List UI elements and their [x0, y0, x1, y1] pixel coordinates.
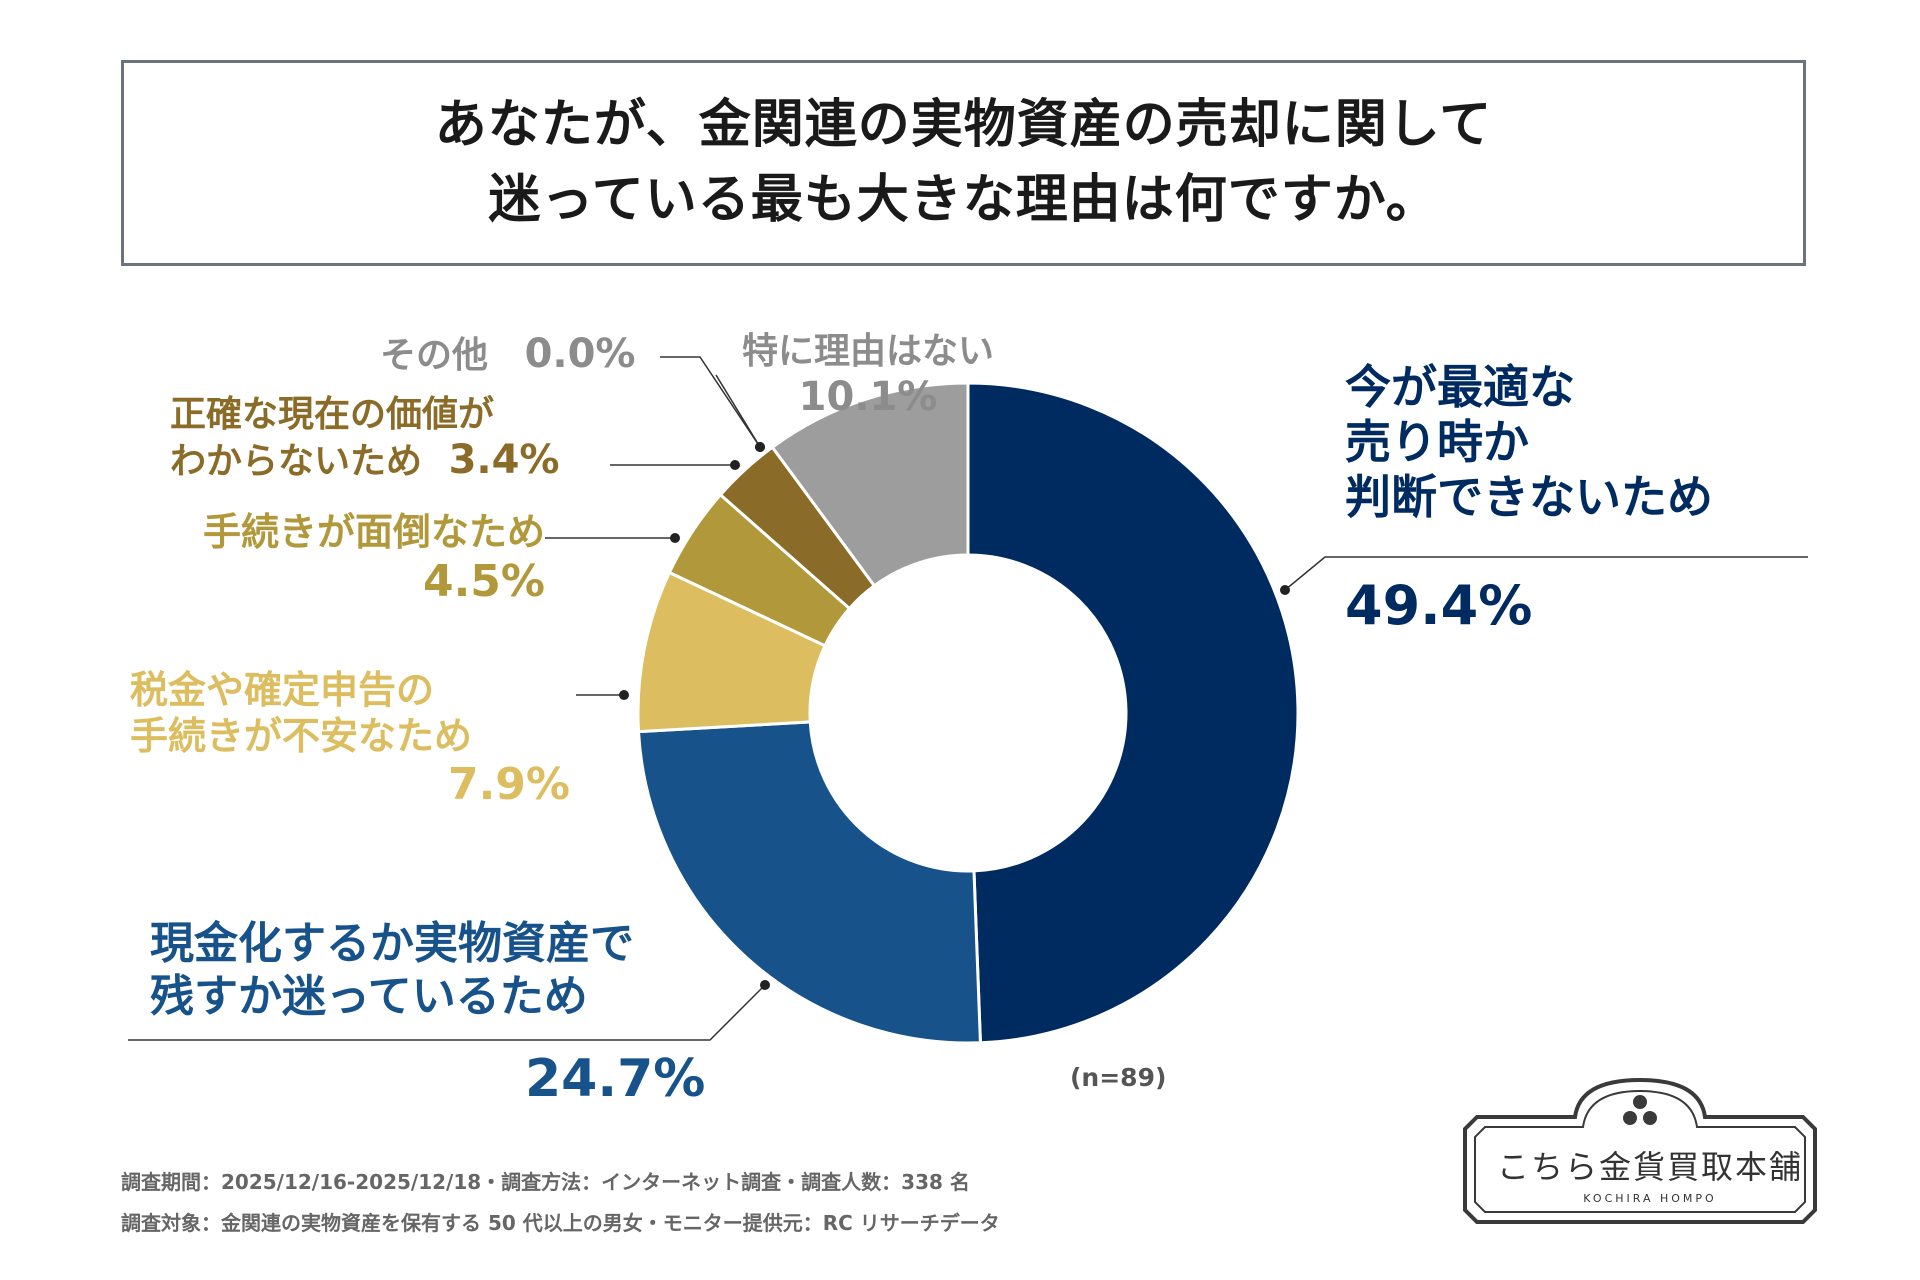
- label-cash-or-asset: 現金化するか実物資産で 残すか迷っているため: [150, 918, 634, 1024]
- title-line-2: 迷っている最も大きな理由は何ですか。: [488, 170, 1439, 230]
- value-other: 0.0%: [524, 331, 636, 377]
- label-best-timing: 今が最適な 売り時か 判断できないため: [1345, 360, 1713, 526]
- label-unknown-value-line2-text: わからないため: [170, 441, 423, 483]
- label-best-timing-line1: 今が最適な: [1345, 360, 1575, 414]
- value-unknown-value: 3.4%: [448, 437, 560, 484]
- label-tax-anxiety-line2: 手続きが不安なため: [130, 713, 473, 758]
- leader-dot-tax-anxiety: [619, 690, 629, 700]
- survey-notes-line2: 調査対象：金関連の実物資産を保有する 50 代以上の男女・モニター提供元：RC …: [121, 1211, 1000, 1235]
- value-troublesome: 4.5%: [422, 555, 545, 607]
- slice-best-timing: [966, 381, 1300, 1045]
- shop-logo-sub: KOCHIRA HOMPO: [1583, 1192, 1717, 1205]
- label-tax-anxiety: 税金や確定申告の 手続きが不安なため 7.9%: [130, 668, 570, 812]
- label-other: その他 0.0%: [380, 330, 636, 378]
- leader-dot-troublesome: [670, 533, 680, 543]
- leader-line-cash-or-asset: [128, 984, 766, 1041]
- shop-logo-frame: [1463, 1077, 1817, 1224]
- value-cash-or-asset: 24.7%: [525, 1049, 706, 1109]
- label-no-reason-line1: 特に理由はない: [741, 331, 994, 372]
- label-unknown-value-line1: 正確な現在の価値が: [170, 394, 495, 435]
- value-tax-anxiety: 7.9%: [447, 759, 570, 811]
- logo-emblem-icon: [1623, 1095, 1657, 1125]
- slice-cash-or-asset: [636, 720, 982, 1045]
- sample-size: (n=89): [1070, 1063, 1167, 1092]
- label-best-timing-line3: 判断できないため: [1345, 470, 1713, 525]
- value-best-timing: 49.4%: [1345, 574, 1533, 637]
- label-cash-or-asset-line2: 残すか迷っているため: [150, 970, 588, 1022]
- slice-no-reason: [770, 381, 970, 588]
- value-no-reason: 10.1%: [798, 374, 938, 421]
- survey-notes: 調査期間：2025/12/16-2025/12/18・調査方法：インターネット調…: [121, 1162, 1000, 1244]
- label-cash-or-asset-line1: 現金化するか実物資産で: [150, 918, 634, 969]
- leader-line-other: [660, 356, 761, 448]
- survey-notes-line1: 調査期間：2025/12/16-2025/12/18・調査方法：インターネット調…: [121, 1170, 970, 1194]
- label-best-timing-line2: 売り時か: [1345, 415, 1529, 470]
- label-other-text: その他: [380, 335, 489, 376]
- leader-dot-cash-or-asset: [760, 980, 770, 990]
- leader-line-best-timing: [1284, 556, 1808, 591]
- title-box: あなたが、金関連の実物資産の売却に関して 迷っている最も大きな理由は何ですか。: [121, 60, 1806, 266]
- label-no-reason: 特に理由はない 10.1%: [718, 330, 1018, 421]
- leader-dot-no-reason: [755, 442, 765, 452]
- label-unknown-value: 正確な現在の価値が わからないため 3.4%: [170, 393, 560, 484]
- label-troublesome: 手続きが面倒なため 4.5%: [130, 510, 545, 608]
- leader-line-no-reason: [715, 374, 761, 448]
- shop-logo-name: こちら金貨買取本舗: [1496, 1148, 1803, 1186]
- label-tax-anxiety-line1: 税金や確定申告の: [130, 668, 435, 712]
- leader-dot-best-timing: [1280, 585, 1290, 595]
- label-unknown-value-line2: わからないため 3.4%: [170, 436, 560, 484]
- label-troublesome-line1: 手続きが面倒なため: [202, 510, 545, 554]
- leader-dot-unknown-value: [730, 460, 740, 470]
- title-line-1: あなたが、金関連の実物資産の売却に関して: [434, 94, 1493, 155]
